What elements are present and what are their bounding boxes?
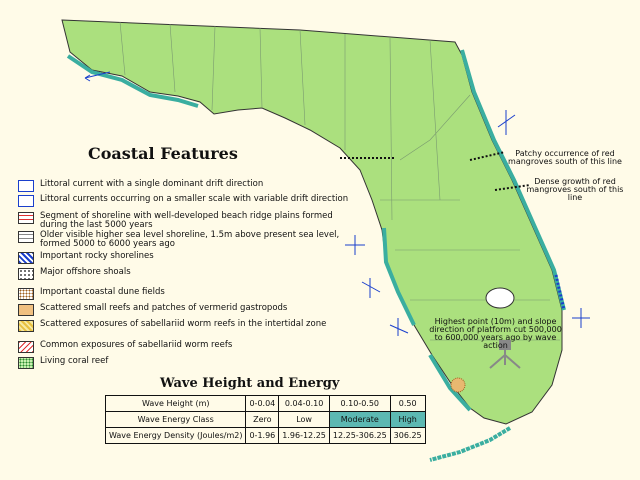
annotation: Dense growth of red mangroves south of t… (526, 177, 624, 202)
legend-title: Coastal Features (88, 144, 238, 163)
table-title: Wave Height and Energy (160, 376, 340, 391)
legend-label: Living coral reef (40, 356, 109, 366)
table-cell: High (389, 411, 426, 428)
table-cell: 12.25-306.25 (328, 427, 391, 444)
table-cell: Wave Energy Class (104, 411, 247, 428)
mangrove-lines (340, 151, 531, 191)
legend-icon (18, 212, 34, 224)
legend-icon (18, 195, 34, 207)
legend-icon (18, 231, 34, 243)
county-lines (119, 21, 560, 341)
table-cell: Zero (245, 411, 280, 428)
table-cell: Wave Height (m) (104, 395, 247, 412)
table-cell: Low (278, 411, 330, 428)
legend-label: Scattered small reefs and patches of ver… (40, 303, 288, 313)
legend-label: Older visible higher sea level shoreline… (40, 230, 340, 249)
annotation: Patchy occurrence of red mangroves south… (508, 149, 622, 166)
table-cell: 0.50 (389, 395, 426, 412)
table-cell: 0.04-0.10 (278, 395, 330, 412)
table-row: Wave Energy Class Zero Low Moderate High (104, 411, 426, 428)
legend-icon (18, 341, 34, 353)
legend-label: Important coastal dune fields (40, 287, 165, 297)
legend-label: Common exposures of sabellariid worm ree… (40, 340, 233, 350)
panhandle-water (66, 54, 199, 108)
table-cell: 306.25 (389, 427, 426, 444)
legend-label: Scattered exposures of sabellariid worm … (40, 319, 327, 329)
legend-icon (18, 288, 34, 300)
table-cell: 0-1.96 (245, 427, 280, 444)
wave-table: Wave Height (m) 0-0.04 0.04-0.10 0.10-0.50 0… (104, 395, 426, 444)
table-cell: 0-0.04 (245, 395, 280, 412)
current-arrows (84, 71, 590, 336)
rocky-shoreline (554, 274, 566, 311)
legend-icon (18, 268, 34, 280)
lake-okeechobee (485, 287, 515, 309)
southwest-coast-water (428, 353, 472, 412)
table-cell: 1.96-12.25 (278, 427, 330, 444)
table-cell: 0.10-0.50 (328, 395, 391, 412)
legend-label: Littoral currents occurring on a smaller… (40, 194, 349, 204)
legend-icon (18, 252, 34, 264)
table-cell: Moderate (328, 411, 391, 428)
legend-icon (18, 304, 34, 316)
florida-keys (429, 426, 512, 462)
legend-icon (18, 180, 34, 192)
highest-point (499, 340, 511, 350)
east-coast-water (460, 49, 566, 311)
table-row: Wave Energy Density (Joules/m2) 0-1.96 1.9… (104, 427, 426, 444)
legend-label: Segment of shoreline with well-developed… (40, 211, 333, 230)
west-coast-water (382, 227, 416, 326)
legend-label: Important rocky shorelines (40, 251, 154, 261)
legend-icon (18, 357, 34, 369)
legend-label: Littoral current with a single dominant … (40, 179, 264, 189)
legend-icon (18, 320, 34, 332)
vermetid-reefs (450, 377, 466, 393)
table-cell: Wave Energy Density (Joules/m2) (104, 427, 247, 444)
legend-label: Major offshore shoals (40, 267, 131, 277)
table-row: Wave Height (m) 0-0.04 0.04-0.10 0.10-0.50 0… (104, 395, 426, 412)
annotation: Highest point (10m) and slope direction … (429, 317, 562, 350)
